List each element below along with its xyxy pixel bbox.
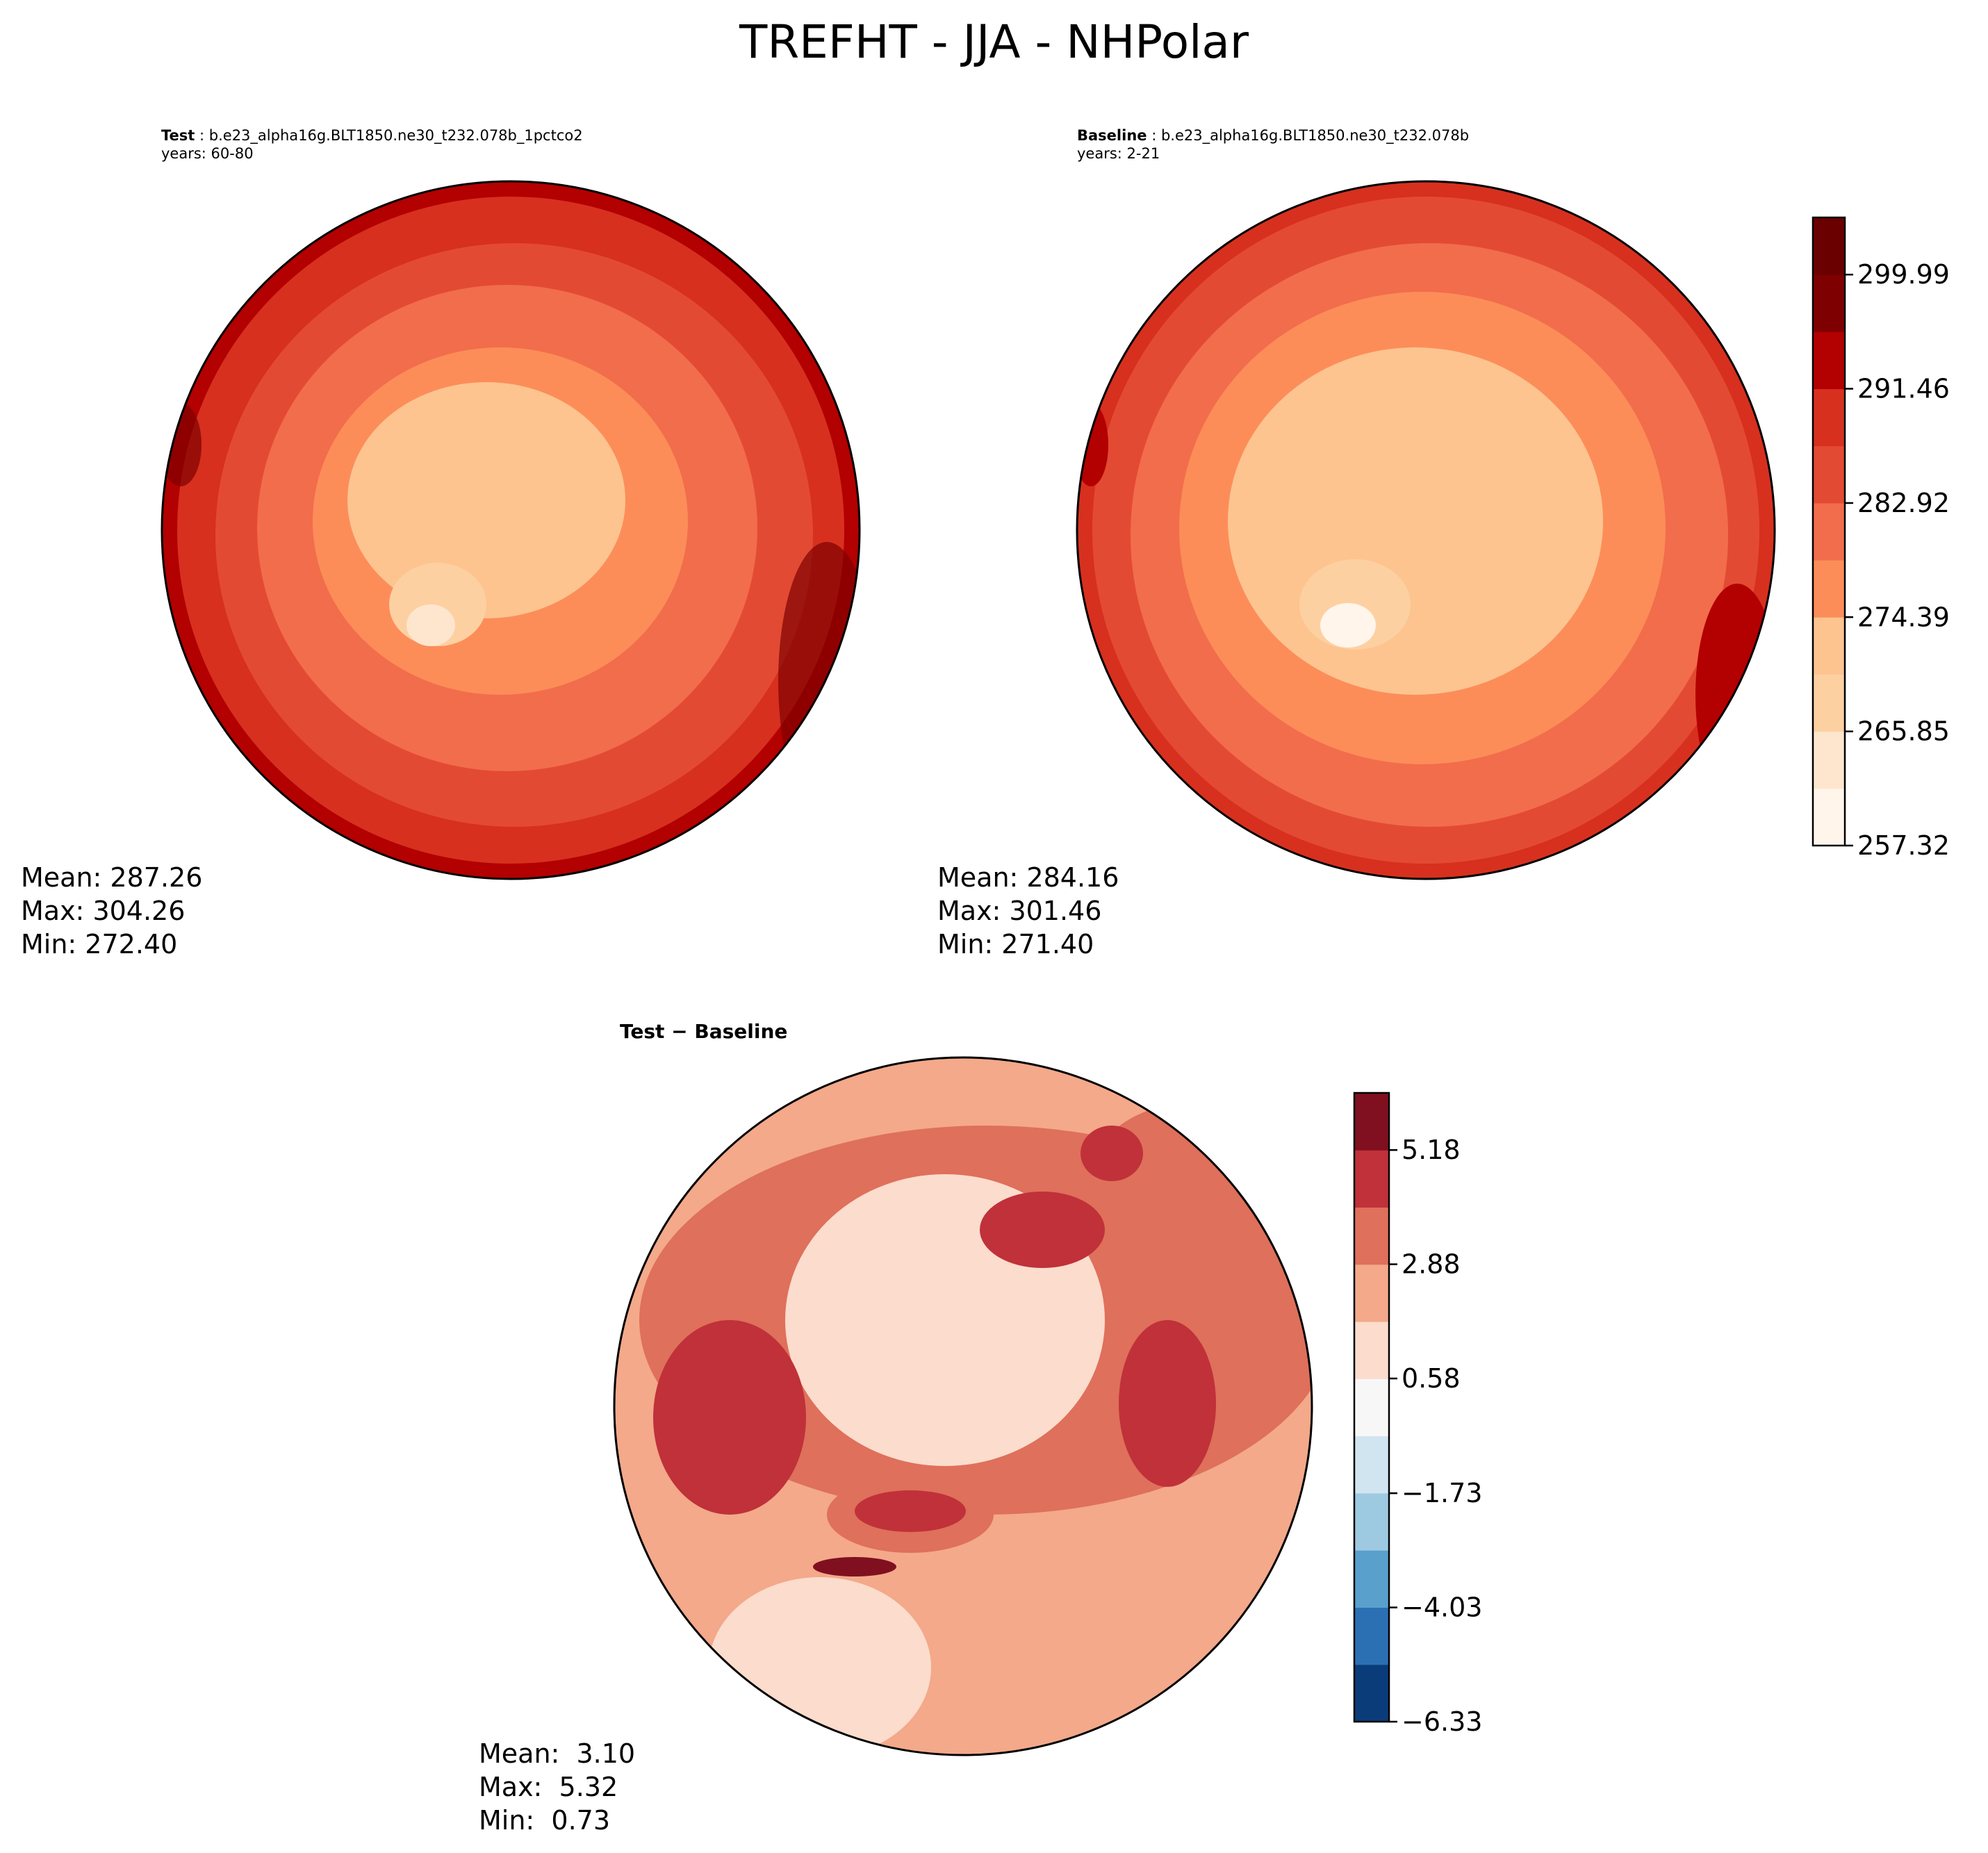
test-colorbar-tick-label: 274.39 — [1857, 602, 1950, 632]
test-years: years: 60-80 — [161, 145, 254, 162]
baseline-header: Baseline : b.e23_alpha16g.BLT1850.ne30_t… — [1077, 127, 1470, 162]
diff-colorbar-segment — [1354, 1321, 1389, 1379]
diff-colorbar-segment — [1354, 1093, 1389, 1151]
test-colorbar-tick-label: 282.92 — [1857, 488, 1950, 518]
test-colorbar-segment — [1813, 217, 1845, 275]
diff-colorbar-segment — [1354, 1150, 1389, 1208]
diff-colorbar-segment — [1354, 1664, 1389, 1722]
diff-stats: Mean: 3.10 Max: 5.32 Min: 0.73 — [479, 1737, 635, 1837]
diff-colorbar-segment — [1354, 1607, 1389, 1665]
test-colorbar-segment — [1813, 502, 1845, 561]
test-colorbar-segment — [1813, 731, 1845, 789]
diff-colorbar: −6.33 −4.03 −1.73 0.58 2.88 5.18 — [1353, 1092, 1482, 1737]
diff-colorbar-tick-label: 2.88 — [1402, 1249, 1461, 1280]
test-colorbar-tick-label: 257.32 — [1857, 830, 1950, 861]
diff-colorbar-segment — [1354, 1264, 1389, 1322]
test-colorbar-outline — [1812, 216, 1846, 847]
test-map — [161, 180, 861, 880]
diff-colorbar-tick-label: −4.03 — [1402, 1592, 1482, 1623]
baseline-max: Max: 301.46 — [937, 896, 1102, 926]
baseline-mean: Mean: 284.16 — [937, 862, 1119, 893]
diff-colorbar-outline — [1353, 1092, 1390, 1723]
diff-colorbar-tick-label: −6.33 — [1402, 1706, 1482, 1737]
diff-colorbar-tick-label: −1.73 — [1402, 1478, 1482, 1508]
test-colorbar-segment — [1813, 788, 1845, 846]
test-label: Test — [161, 127, 195, 144]
test-colorbar-segment — [1813, 388, 1845, 447]
test-colorbar-tick-label: 265.85 — [1857, 716, 1950, 747]
test-colorbar-segment — [1813, 674, 1845, 732]
diff-min: Min: 0.73 — [479, 1805, 610, 1836]
diff-colorbar-segment — [1354, 1492, 1389, 1551]
diff-mean: Mean: 3.10 — [479, 1738, 636, 1769]
diff-colorbar-segment — [1354, 1550, 1389, 1608]
diff-map — [613, 1056, 1313, 1756]
diff-title: Test − Baseline — [620, 1020, 788, 1043]
test-colorbar-segment — [1813, 331, 1845, 390]
baseline-case: b.e23_alpha16g.BLT1850.ne30_t232.078b — [1160, 127, 1470, 144]
test-colorbar-segment — [1813, 445, 1845, 504]
baseline-min: Min: 271.40 — [937, 929, 1094, 960]
test-colorbar-tick-label: 299.99 — [1857, 259, 1950, 290]
test-colorbar-segment — [1813, 617, 1845, 675]
test-max: Max: 304.26 — [21, 896, 186, 926]
diff-colorbar-tick-label: 5.18 — [1402, 1135, 1461, 1165]
test-colorbar-tick-label: 291.46 — [1857, 374, 1950, 404]
baseline-years: years: 2-21 — [1077, 145, 1160, 162]
test-case: b.e23_alpha16g.BLT1850.ne30_t232.078b_1p… — [208, 127, 583, 144]
test-min: Min: 272.40 — [21, 929, 178, 960]
test-colorbar: 257.32 265.85 274.39 282.92 291.46 299.99 — [1812, 216, 1950, 861]
test-mean: Mean: 287.26 — [21, 862, 203, 893]
test-colorbar-segment — [1813, 274, 1845, 332]
test-stats: Mean: 287.26 Max: 304.26 Min: 272.40 — [21, 861, 202, 961]
diff-max: Max: 5.32 — [479, 1772, 618, 1802]
diff-colorbar-segment — [1354, 1378, 1389, 1437]
figure-title: TREFHT - JJA - NHPolar — [739, 15, 1249, 69]
baseline-stats: Mean: 284.16 Max: 301.46 Min: 271.40 — [937, 861, 1119, 961]
diff-colorbar-tick-label: 0.58 — [1402, 1363, 1461, 1394]
test-header: Test : b.e23_alpha16g.BLT1850.ne30_t232.… — [161, 127, 583, 162]
diff-colorbar-segment — [1354, 1207, 1389, 1265]
baseline-map — [1076, 180, 1776, 880]
diff-colorbar-segment — [1354, 1435, 1389, 1494]
test-colorbar-segment — [1813, 560, 1845, 618]
baseline-label: Baseline — [1077, 127, 1147, 144]
